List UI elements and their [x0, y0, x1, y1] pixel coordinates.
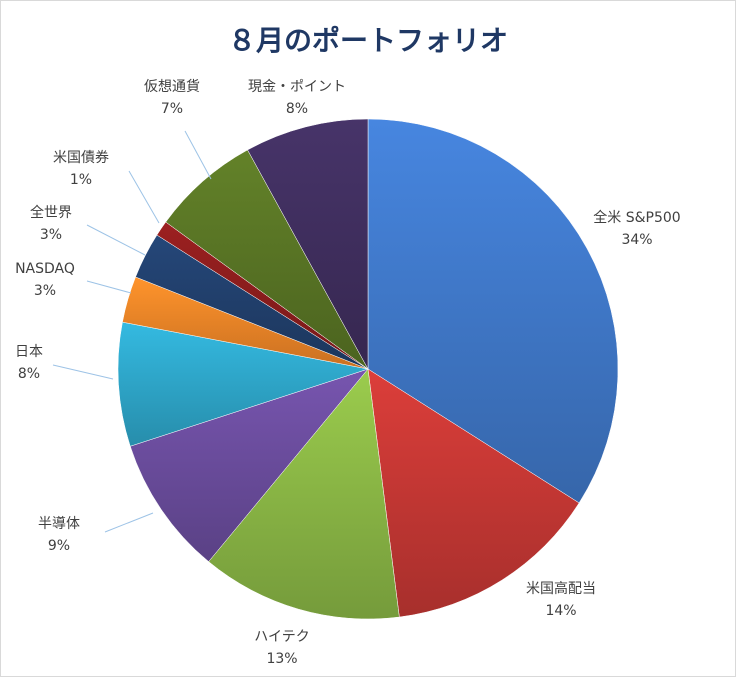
slice-category-label: 現金・ポイント — [248, 79, 346, 95]
slice-category-label: NASDAQ — [15, 261, 75, 277]
slice-value-label: 8% — [286, 101, 308, 117]
slice-value-label: 34% — [621, 232, 652, 248]
pie-slice — [165, 149, 369, 370]
slice-value-label: 1% — [70, 172, 92, 188]
leader-line — [104, 512, 154, 533]
slice-value-label: 3% — [34, 283, 56, 299]
slice-category-label: 全世界 — [30, 204, 72, 221]
pie-slice — [247, 118, 369, 370]
slice-value-label: 14% — [545, 603, 576, 619]
slice-value-label: 9% — [48, 538, 70, 554]
slice-value-label: 13% — [266, 651, 297, 667]
leader-line — [128, 170, 160, 224]
slice-category-label: 仮想通貨 — [144, 78, 200, 95]
pie-slice — [367, 368, 580, 618]
slice-value-label: 7% — [161, 101, 183, 117]
slice-category-label: 米国債券 — [53, 150, 109, 166]
pie-slices — [117, 118, 619, 620]
slice-value-label: 3% — [40, 227, 62, 243]
slice-labels: 全米 S&P500 34% 米国高配当 14% ハイテク 13% 半導体 9% 日本 8% NASD… — [15, 78, 681, 667]
pie-slice — [129, 368, 369, 562]
leader-line — [86, 224, 146, 256]
pie-slice — [367, 118, 619, 504]
chart-title: ８月のポートフォリオ — [227, 24, 508, 57]
leader-line — [184, 130, 212, 180]
leader-line — [86, 280, 132, 294]
slice-category-label: 米国高配当 — [526, 580, 596, 597]
slice-category-label: 全米 S&P500 — [593, 209, 680, 226]
slice-category-label: ハイテク — [254, 629, 309, 645]
pie-slice — [208, 368, 400, 620]
leader-lines — [52, 130, 212, 533]
leader-line — [52, 364, 114, 380]
pie-slice — [117, 321, 369, 447]
slice-value-label: 8% — [18, 366, 40, 382]
slice-category-label: 半導体 — [38, 516, 80, 532]
slice-category-label: 日本 — [15, 344, 43, 360]
